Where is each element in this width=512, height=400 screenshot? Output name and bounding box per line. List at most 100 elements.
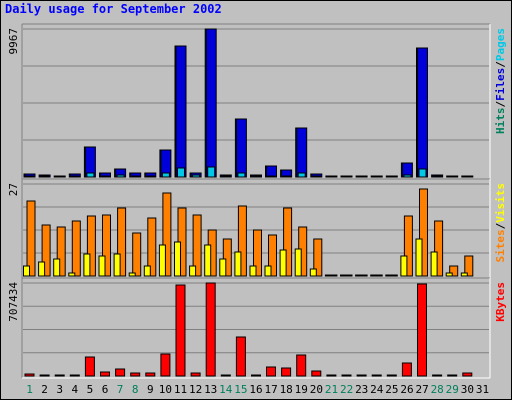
visits-bar-sites-day-14 <box>222 238 232 277</box>
visits-bar-visits-day-13 <box>204 244 212 277</box>
visits-bar-visits-day-27 <box>415 238 423 277</box>
hits-bar-pages-day-17 <box>267 175 276 178</box>
kbytes-bar-kbytes-day-30 <box>462 372 473 377</box>
x-tick-label-day-23: 23 <box>355 383 368 396</box>
visits-bar-visits-day-23 <box>355 274 363 277</box>
kbytes-bar-kbytes-day-1 <box>24 373 35 377</box>
x-tick-label-day-11: 11 <box>174 383 187 396</box>
visits-bar-visits-day-16 <box>249 265 257 277</box>
visits-bar-sites-day-10 <box>162 192 172 277</box>
kbytes-bar-kbytes-day-11 <box>175 284 186 377</box>
visits-bar-sites-day-20 <box>313 238 323 277</box>
chart-title: Daily usage for September 2002 <box>5 2 222 16</box>
y-max-label-hits: 9967 <box>7 28 20 55</box>
x-tick-label-day-30: 30 <box>461 383 474 396</box>
visits-bar-sites-day-1 <box>26 200 36 277</box>
kbytes-bar-kbytes-day-8 <box>130 372 141 377</box>
kbytes-bar-kbytes-day-24 <box>371 374 382 377</box>
kbytes-bar-kbytes-day-29 <box>447 374 458 377</box>
hits-bar-pages-day-3 <box>56 175 65 178</box>
x-tick-label-day-14: 14 <box>219 383 233 396</box>
hits-bar-pages-day-20 <box>312 175 321 178</box>
hits-bar-files-day-27 <box>417 47 428 178</box>
hits-bar-pages-day-1 <box>26 175 34 178</box>
visits-bar-sites-day-8 <box>132 232 142 277</box>
kbytes-bar-kbytes-day-13 <box>205 282 216 377</box>
panel-hits <box>22 24 490 179</box>
visits-bar-visits-day-4 <box>68 272 76 277</box>
y-max-label-visits: 27 <box>7 183 20 196</box>
visits-bar-sites-day-17 <box>268 234 277 277</box>
visits-bar-visits-day-8 <box>128 272 136 277</box>
kbytes-bar-kbytes-day-26 <box>401 362 412 377</box>
visits-bar-sites-day-7 <box>117 207 127 277</box>
hits-bar-pages-day-4 <box>71 175 80 178</box>
kbytes-bar-kbytes-day-19 <box>296 354 307 377</box>
x-tick-label-day-7: 7 <box>117 383 124 396</box>
legend-visits: Sites/Visits <box>494 183 507 263</box>
hits-bar-pages-day-14 <box>222 175 231 178</box>
kbytes-bar-kbytes-day-5 <box>84 356 95 377</box>
hits-bar-pages-day-25 <box>388 175 397 178</box>
visits-bar-sites-day-18 <box>283 207 293 277</box>
kbytes-bar-kbytes-day-6 <box>100 371 110 377</box>
hits-bar-pages-day-15 <box>237 172 246 178</box>
legend-entry-visits: Visits <box>494 183 507 223</box>
x-tick-label-day-5: 5 <box>87 383 94 396</box>
hits-bar-files-day-11 <box>175 45 187 178</box>
visits-bar-visits-day-1 <box>23 265 30 277</box>
hits-bar-files-day-13 <box>205 28 217 178</box>
hits-bar-pages-day-19 <box>297 172 306 178</box>
hits-bar-files-day-15 <box>235 118 247 178</box>
visits-bar-visits-day-24 <box>370 274 378 277</box>
kbytes-bar-kbytes-day-2 <box>39 374 50 377</box>
hits-bar-pages-day-18 <box>282 175 291 178</box>
hits-bar-pages-day-10 <box>161 172 170 178</box>
visits-bar-visits-day-15 <box>234 251 242 277</box>
hits-bar-pages-day-12 <box>192 174 201 178</box>
hits-bar-pages-day-27 <box>418 168 427 178</box>
visits-bar-visits-day-22 <box>340 274 347 277</box>
hits-bar-pages-day-22 <box>343 175 351 178</box>
hits-bar-pages-day-26 <box>403 174 412 178</box>
x-tick-label-day-21: 21 <box>325 383 338 396</box>
hits-bar-pages-day-16 <box>252 175 261 178</box>
visits-bar-visits-day-29 <box>445 272 453 277</box>
kbytes-bar-kbytes-day-18 <box>281 367 292 377</box>
visits-bar-sites-day-9 <box>147 217 157 277</box>
visits-bar-sites-day-29 <box>449 265 459 277</box>
hits-bar-pages-day-8 <box>131 175 140 178</box>
kbytes-bar-kbytes-day-22 <box>341 374 352 377</box>
x-tick-label-day-22: 22 <box>340 383 353 396</box>
visits-bar-visits-day-28 <box>430 251 438 277</box>
visits-bar-sites-day-12 <box>192 214 202 277</box>
visits-bar-sites-day-15 <box>237 205 247 277</box>
kbytes-bar-kbytes-day-28 <box>432 374 443 377</box>
visits-bar-visits-day-7 <box>113 253 121 277</box>
legend-separator: / <box>494 101 507 108</box>
y-max-label-kbytes: 707434 <box>7 282 20 322</box>
visits-bar-visits-day-14 <box>219 258 227 277</box>
kbytes-bar-kbytes-day-27 <box>417 283 427 377</box>
visits-bar-sites-day-26 <box>403 215 413 277</box>
hits-bar-pages-day-21 <box>327 175 336 178</box>
hits-bar-pages-day-9 <box>146 175 155 178</box>
x-tick-label-day-26: 26 <box>400 383 413 396</box>
visits-bar-visits-day-25 <box>385 274 393 277</box>
x-tick-label-day-16: 16 <box>249 383 262 396</box>
kbytes-bar-kbytes-day-12 <box>190 372 201 377</box>
visits-bar-sites-day-3 <box>56 226 66 277</box>
legend-kbytes: KBytes <box>494 282 507 322</box>
kbytes-bar-kbytes-day-23 <box>356 374 367 377</box>
legend-entry-pages: Pages <box>494 28 507 61</box>
x-tick-label-day-25: 25 <box>385 383 398 396</box>
kbytes-bar-kbytes-day-17 <box>266 366 276 377</box>
hits-bar-pages-day-2 <box>41 175 50 178</box>
visits-bar-visits-day-19 <box>294 248 302 277</box>
kbytes-bar-kbytes-day-3 <box>54 374 65 377</box>
kbytes-bar-kbytes-day-4 <box>69 374 80 377</box>
hits-bar-pages-day-6 <box>101 175 110 178</box>
visits-bar-visits-day-9 <box>143 265 151 277</box>
kbytes-bar-kbytes-day-20 <box>311 370 322 377</box>
